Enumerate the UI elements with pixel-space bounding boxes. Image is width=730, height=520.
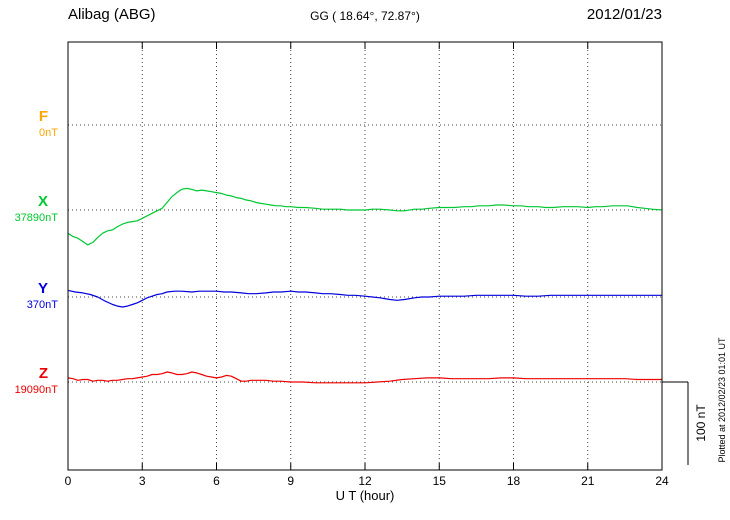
x-tick-label-15: 15 <box>432 474 446 488</box>
x-tick-label-21: 21 <box>581 474 595 488</box>
trace-Z <box>67 371 662 384</box>
series-baseline-F: 0nT <box>39 127 58 139</box>
credit-text: Plotted at 2012/02/23 01:01 UT <box>717 337 727 463</box>
series-baseline-X: 37890nT <box>14 212 58 224</box>
series-label-Y: Y <box>37 280 48 297</box>
x-tick-label-12: 12 <box>358 474 372 488</box>
scale-bar-label: 100 nT <box>694 404 708 442</box>
x-tick-label-3: 3 <box>138 474 146 488</box>
station-title: Alibag (ABG) <box>68 6 156 23</box>
x-axis-label: U T (hour) <box>335 488 395 503</box>
geographic-coordinates: GG ( 18.64°, 72.87°) <box>310 9 420 23</box>
x-tick-label-0: 0 <box>64 474 72 488</box>
series-label-Z: Z <box>38 365 48 382</box>
x-tick-label-24: 24 <box>655 474 669 488</box>
plot-date: 2012/01/23 <box>586 6 662 23</box>
x-tick-label-6: 6 <box>213 474 220 488</box>
series-baseline-Z: 19090nT <box>14 384 58 396</box>
series-label-F: F <box>38 108 48 125</box>
x-tick-label-18: 18 <box>506 474 521 488</box>
series-baseline-Y: 370nT <box>26 299 58 311</box>
series-label-X: X <box>37 193 48 210</box>
plot-frame <box>67 41 663 471</box>
trace-X <box>67 187 663 246</box>
trace-Y <box>67 289 662 308</box>
x-tick-label-9: 9 <box>287 474 295 488</box>
